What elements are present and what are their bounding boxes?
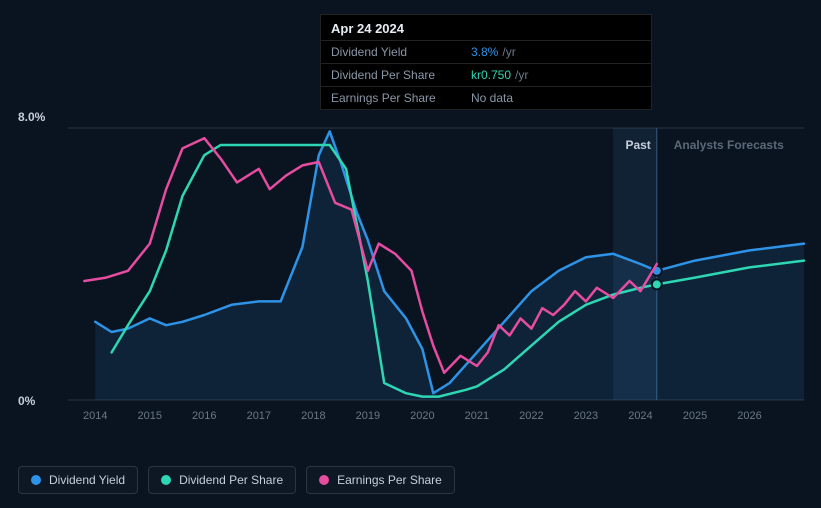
x-axis-label: 2024 (628, 410, 652, 422)
legend-item[interactable]: Dividend Per Share (148, 466, 296, 494)
tooltip-label: Dividend Yield (331, 45, 471, 59)
x-axis-label: 2026 (737, 410, 761, 422)
legend-dot-icon (319, 475, 329, 485)
region-label: Analysts Forecasts (674, 138, 784, 152)
x-axis-label: 2016 (192, 410, 216, 422)
x-axis-label: 2019 (356, 410, 380, 422)
x-axis-label: 2015 (138, 410, 162, 422)
x-axis-label: 2023 (574, 410, 598, 422)
x-axis-label: 2017 (247, 410, 271, 422)
x-axis-label: 2025 (683, 410, 707, 422)
tooltip-value: kr0.750 (471, 68, 511, 82)
legend-dot-icon (31, 475, 41, 485)
legend-label: Earnings Per Share (337, 473, 442, 487)
chart-tooltip: Apr 24 2024 Dividend Yield3.8%/yrDividen… (320, 14, 652, 110)
tooltip-value: 3.8% (471, 45, 498, 59)
tooltip-date: Apr 24 2024 (321, 15, 651, 40)
tooltip-label: Dividend Per Share (331, 68, 471, 82)
tooltip-row: Dividend Yield3.8% /yr (321, 40, 651, 63)
dividend-chart: 8.0% 0% 2014 2015 2016 2017 2018 2019 2020 2021… (18, 100, 804, 430)
legend-label: Dividend Per Share (179, 473, 283, 487)
x-axis-label: 2014 (83, 410, 107, 422)
y-axis-max: 8.0% (18, 110, 45, 124)
tooltip-row: Dividend Per Sharekr0.750/yr (321, 63, 651, 86)
region-label: Past (625, 138, 650, 152)
legend-dot-icon (161, 475, 171, 485)
legend-item[interactable]: Earnings Per Share (306, 466, 455, 494)
tooltip-unit: /yr (515, 68, 528, 82)
legend-label: Dividend Yield (49, 473, 125, 487)
y-axis-min: 0% (18, 394, 35, 408)
x-axis-label: 2022 (519, 410, 543, 422)
x-axis-label: 2021 (465, 410, 489, 422)
tooltip-unit: /yr (502, 45, 515, 59)
legend-item[interactable]: Dividend Yield (18, 466, 138, 494)
chart-legend: Dividend Yield Dividend Per Share Earnings… (18, 466, 455, 494)
x-axis-label: 2018 (301, 410, 325, 422)
x-axis-label: 2020 (410, 410, 434, 422)
